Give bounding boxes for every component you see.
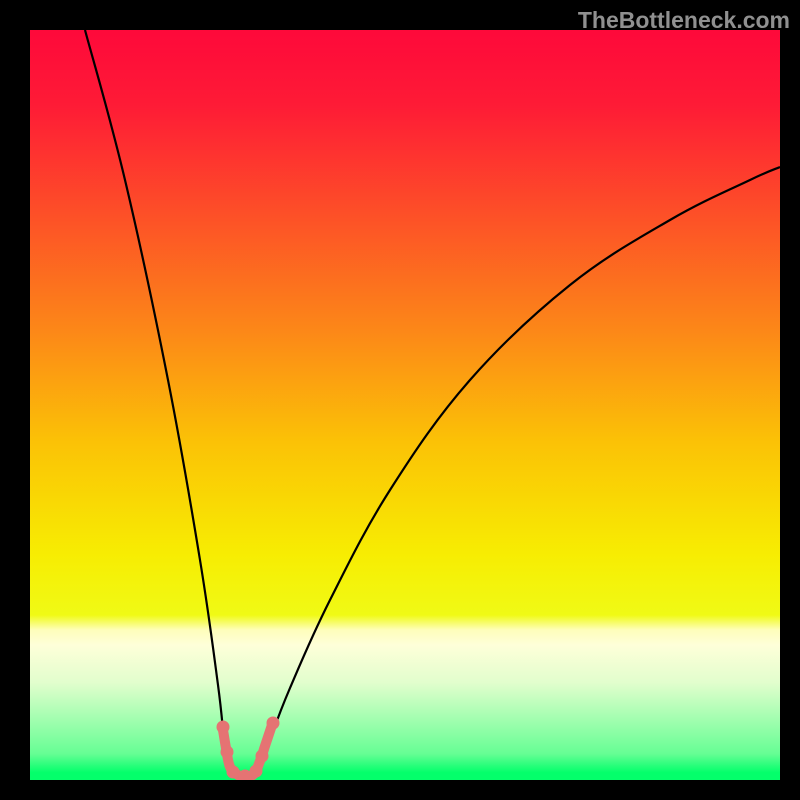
plot-area [30, 30, 780, 780]
plot-svg [30, 30, 780, 780]
marker-point [227, 766, 240, 779]
marker-point [221, 746, 234, 759]
gradient-background [30, 30, 780, 780]
watermark-text: TheBottleneck.com [578, 7, 790, 34]
marker-point [256, 750, 269, 763]
marker-point [250, 765, 263, 778]
marker-point [217, 721, 230, 734]
chart-container: TheBottleneck.com [0, 0, 800, 800]
marker-point [267, 717, 280, 730]
